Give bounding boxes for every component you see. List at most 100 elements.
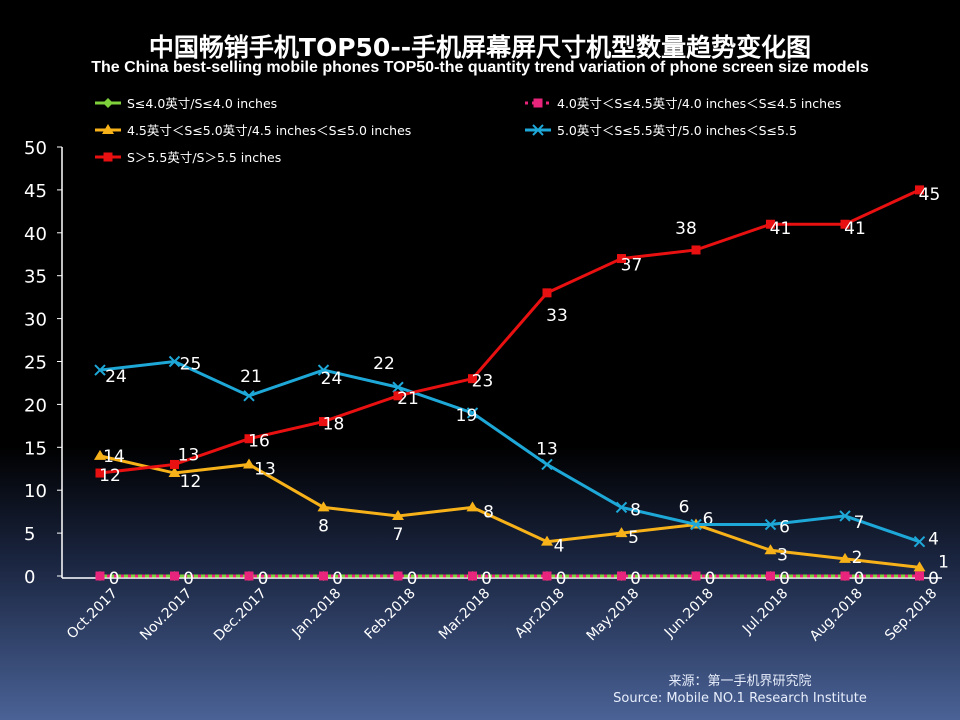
data-point	[243, 390, 255, 402]
data-point	[615, 501, 628, 514]
y-tick-label: 15	[24, 438, 47, 459]
data-label: 4	[554, 537, 565, 557]
data-point	[170, 459, 179, 469]
data-point	[913, 535, 926, 548]
data-point	[468, 374, 477, 384]
data-point	[915, 185, 924, 195]
x-tick-label: Dec.2017	[211, 586, 270, 645]
data-point	[393, 571, 403, 581]
data-label: 0	[556, 569, 567, 589]
data-label: 6	[779, 518, 790, 538]
data-label: 21	[397, 389, 419, 409]
data-label: 18	[323, 415, 345, 435]
data-label: 4	[928, 530, 939, 550]
data-label: 0	[854, 569, 865, 589]
data-point	[393, 391, 403, 401]
data-label: 38	[675, 219, 697, 239]
y-tick-label: 25	[24, 353, 47, 374]
data-point	[541, 458, 553, 471]
data-label: 24	[105, 367, 127, 387]
legend-label: 4.0英寸＜S≤4.5英寸/4.0 inches＜S≤4.5 inches	[557, 96, 841, 111]
series-line	[99, 359, 920, 544]
data-label: 25	[180, 355, 202, 375]
data-label: 0	[779, 569, 790, 589]
data-point	[244, 571, 254, 581]
series-line	[99, 188, 921, 475]
data-point	[168, 467, 181, 478]
data-point	[915, 571, 924, 581]
data-label: 8	[630, 500, 641, 520]
data-label: 45	[919, 185, 941, 205]
source-en: Source: Mobile NO.1 Research Institute	[613, 691, 867, 706]
data-label: 13	[178, 445, 200, 465]
data-point	[392, 509, 404, 520]
data-label: 2	[852, 548, 863, 568]
data-label: 33	[546, 306, 568, 326]
x-tick-label: Sep.2018	[882, 586, 940, 644]
x-tick-label: May.2018	[584, 586, 643, 645]
data-label: 8	[483, 502, 494, 522]
data-point	[317, 364, 330, 376]
data-point	[691, 571, 701, 581]
x-tick-label: Jun.2018	[661, 586, 717, 642]
data-label: 0	[332, 569, 343, 589]
data-label: 6	[703, 510, 714, 530]
x-tick-label: Feb.2018	[362, 586, 419, 643]
data-label: 5	[628, 528, 639, 548]
data-label: 0	[705, 569, 716, 589]
data-label: 14	[103, 447, 125, 467]
series-line	[99, 454, 920, 569]
data-label: 23	[472, 372, 494, 392]
data-label: 12	[99, 466, 121, 486]
data-label: 37	[621, 256, 643, 276]
data-label: 7	[854, 513, 865, 533]
data-point	[766, 571, 775, 581]
x-tick-label: Mar.2018	[436, 586, 493, 643]
legend-marker	[103, 152, 113, 162]
data-point	[913, 561, 926, 572]
data-point	[319, 417, 328, 427]
y-tick-label: 35	[24, 267, 47, 288]
legend-marker	[103, 98, 113, 108]
data-point	[839, 510, 851, 522]
data-label: 21	[240, 367, 262, 387]
legend-label: 4.5英寸＜S≤5.0英寸/4.5 inches＜S≤5.0 inches	[127, 123, 411, 138]
data-point	[94, 364, 106, 376]
y-tick-label: 45	[24, 181, 47, 202]
chart-subtitle: The China best-selling mobile phones TOP…	[91, 59, 869, 76]
data-label: 0	[109, 569, 120, 589]
data-label: 0	[183, 569, 194, 589]
data-label: 41	[844, 219, 866, 239]
legend-marker	[102, 124, 114, 134]
y-tick-label: 10	[24, 481, 47, 502]
data-label: 22	[373, 354, 395, 374]
data-label: 8	[318, 516, 329, 536]
data-point	[168, 355, 181, 368]
data-point	[541, 535, 553, 546]
data-point	[542, 571, 552, 581]
y-tick-label: 0	[24, 567, 35, 588]
data-point	[766, 219, 775, 229]
x-tick-label: Nov.2017	[137, 586, 195, 644]
data-label: 0	[481, 569, 492, 589]
x-tick-label: Apr.2018	[512, 586, 568, 642]
data-label: 13	[536, 439, 558, 459]
data-point	[690, 518, 702, 531]
data-point	[95, 571, 105, 581]
data-point	[392, 381, 404, 393]
data-label: 6	[679, 498, 690, 518]
data-label: 16	[248, 432, 270, 452]
data-point	[317, 501, 330, 512]
data-label: 0	[407, 569, 418, 589]
legend-label: S＞5.5英寸/S＞5.5 inches	[127, 150, 281, 165]
x-tick-label: Oct.2017	[64, 586, 121, 643]
data-point	[840, 571, 850, 581]
data-point	[95, 468, 105, 478]
data-label: 0	[258, 569, 269, 589]
data-point	[542, 288, 552, 298]
data-point	[839, 552, 851, 563]
data-label: 3	[777, 545, 788, 565]
data-point	[840, 219, 850, 229]
data-point	[94, 449, 106, 460]
data-point	[243, 458, 255, 469]
